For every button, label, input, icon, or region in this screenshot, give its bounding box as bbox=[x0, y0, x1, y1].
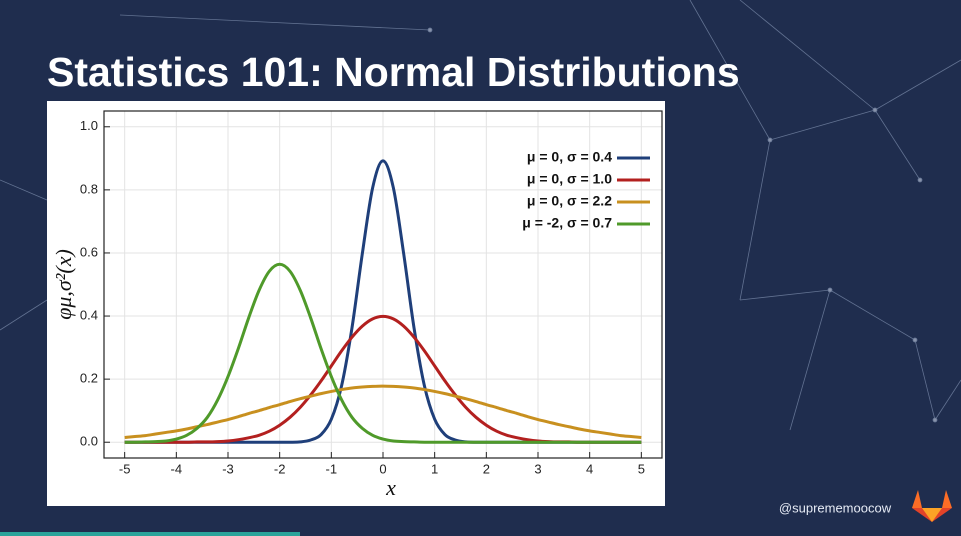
legend-label: μ = 0, σ = 0.4 bbox=[527, 149, 612, 165]
y-tick-label: 0.4 bbox=[80, 307, 98, 322]
series-line bbox=[124, 262, 642, 444]
x-tick-label: 2 bbox=[483, 461, 490, 476]
y-tick-label: 0.6 bbox=[80, 244, 98, 259]
x-tick-label: 1 bbox=[431, 461, 438, 476]
x-tick-label: 0 bbox=[379, 461, 386, 476]
accent-bar bbox=[0, 532, 300, 536]
x-tick-label: 3 bbox=[534, 461, 541, 476]
x-tick-label: 5 bbox=[638, 461, 645, 476]
author-handle: @suprememoocow bbox=[779, 500, 892, 515]
logo bbox=[912, 490, 952, 522]
plot-frame bbox=[103, 110, 663, 459]
legend-label: μ = -2, σ = 0.7 bbox=[522, 215, 612, 231]
series-line bbox=[124, 384, 642, 439]
legend-label: μ = 0, σ = 2.2 bbox=[527, 193, 612, 209]
network-decoration bbox=[0, 0, 961, 431]
x-tick-label: -5 bbox=[119, 461, 131, 476]
slide-title: Statistics 101: Normal Distributions bbox=[47, 49, 740, 95]
x-tick-label: -2 bbox=[274, 461, 286, 476]
x-tick-label: -3 bbox=[222, 461, 234, 476]
legend-label: μ = 0, σ = 1.0 bbox=[527, 171, 612, 187]
y-tick-label: 0.2 bbox=[80, 371, 98, 386]
y-tick-label: 0.8 bbox=[80, 181, 98, 196]
chart: -5 -4 -3 -2 -1 0 1 2 3 4 5 0.0 0.2 0.4 0.6 0.8 1.0 x φμ,σ²… bbox=[51, 110, 663, 500]
x-tick-label: -4 bbox=[171, 461, 183, 476]
x-tick-label: 4 bbox=[586, 461, 593, 476]
x-axis-label: x bbox=[385, 475, 396, 500]
y-tick-label: 0.0 bbox=[80, 434, 98, 449]
y-tick-label: 1.0 bbox=[80, 118, 98, 133]
y-axis-label: φμ,σ²(x) bbox=[51, 249, 76, 320]
x-tick-label: -1 bbox=[326, 461, 338, 476]
